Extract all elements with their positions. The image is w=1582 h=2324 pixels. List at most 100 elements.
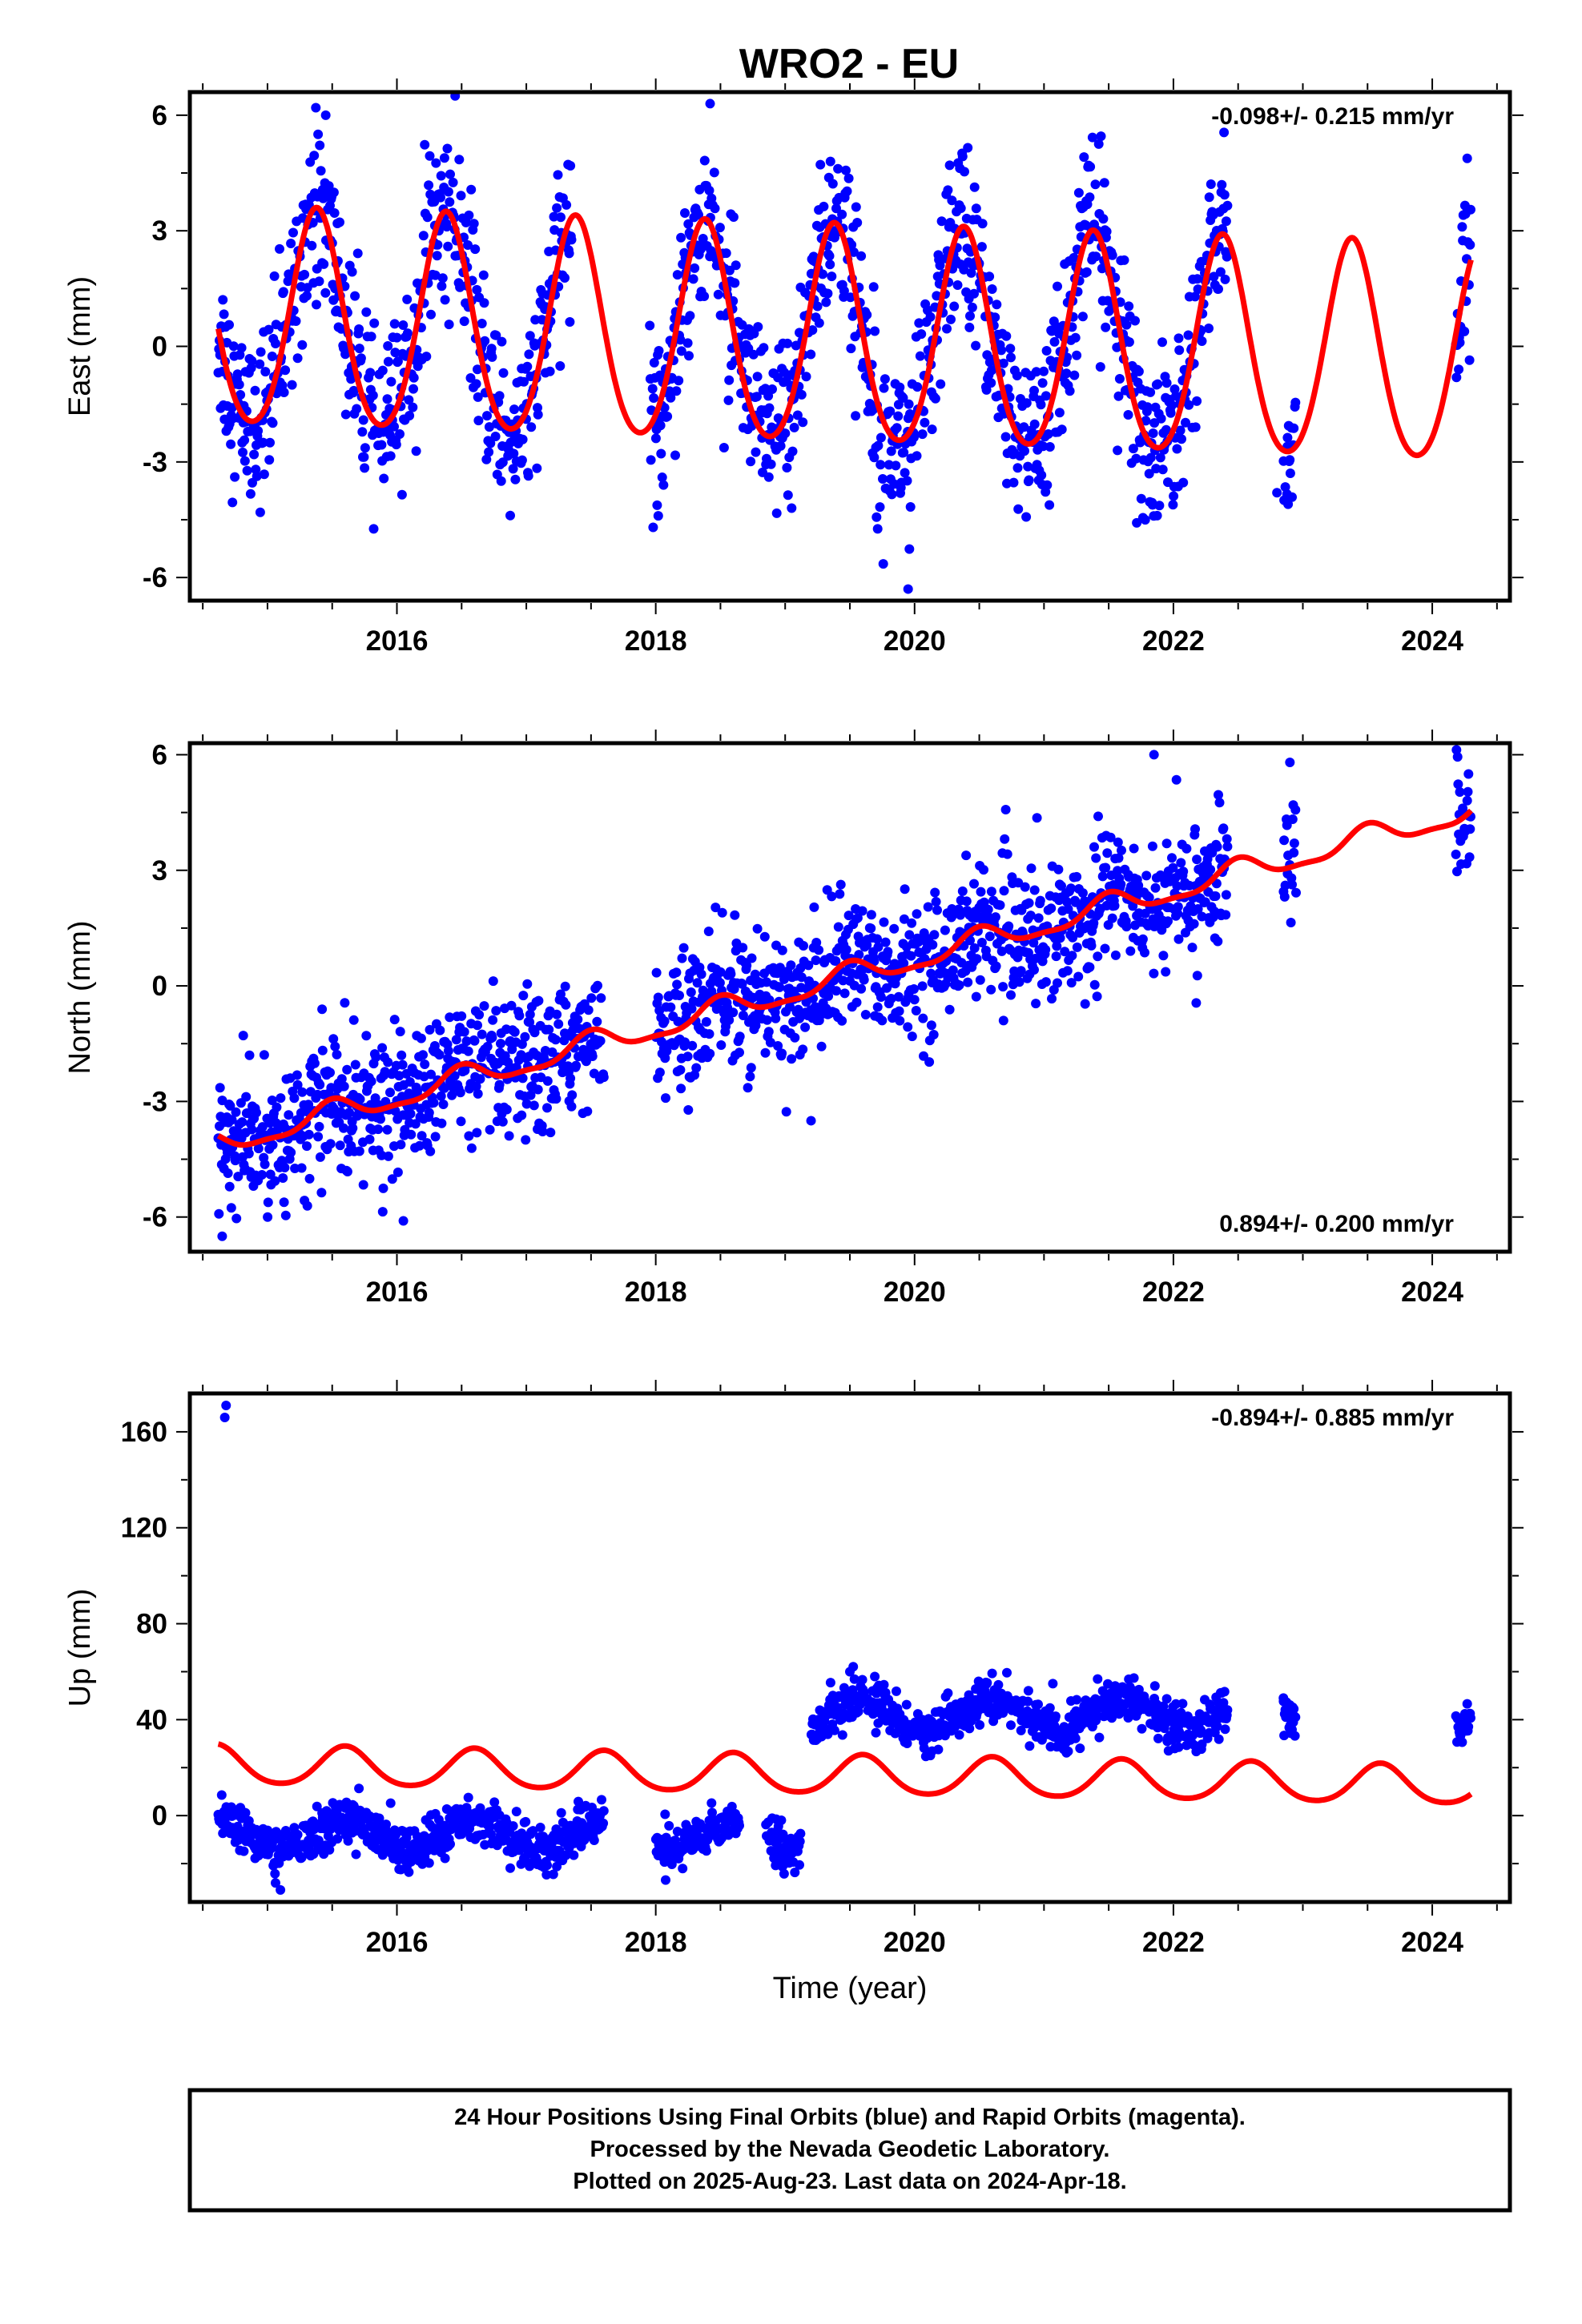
data-point — [803, 960, 814, 971]
data-point — [1113, 445, 1123, 456]
data-point — [880, 374, 890, 384]
data-point — [675, 1065, 686, 1075]
data-point — [342, 1167, 352, 1176]
data-point — [263, 1197, 273, 1208]
data-point — [479, 298, 489, 308]
data-point — [969, 182, 980, 192]
data-point — [275, 243, 284, 254]
data-point — [1060, 947, 1070, 957]
data-point — [556, 989, 566, 999]
data-point — [552, 1861, 562, 1872]
data-point — [480, 336, 490, 346]
data-point — [1282, 820, 1292, 830]
data-point — [728, 212, 739, 222]
model-fit-line — [216, 1741, 1473, 1806]
data-point — [1287, 814, 1298, 824]
data-point — [477, 319, 487, 328]
data-point — [1093, 139, 1104, 149]
data-point — [244, 1148, 254, 1159]
data-point — [535, 1823, 545, 1832]
data-point — [533, 409, 543, 420]
data-point — [1222, 842, 1233, 852]
data-point — [659, 1016, 670, 1027]
data-point — [350, 291, 360, 301]
data-point — [482, 1041, 493, 1051]
data-point — [1000, 834, 1010, 844]
data-point — [1181, 417, 1190, 428]
data-point — [932, 905, 942, 915]
data-point — [1045, 1703, 1055, 1713]
data-point — [234, 380, 244, 390]
data-point — [217, 1231, 227, 1241]
data-point — [469, 219, 479, 229]
data-point — [762, 1015, 772, 1025]
data-point — [798, 1044, 808, 1055]
data-point — [1279, 835, 1290, 846]
data-point — [312, 300, 321, 310]
data-point — [481, 454, 492, 464]
data-point — [1087, 132, 1097, 143]
data-point — [1061, 368, 1072, 379]
data-point — [421, 352, 432, 362]
data-point — [290, 1164, 300, 1173]
data-point — [355, 1094, 365, 1104]
data-point — [339, 1081, 349, 1092]
data-point — [956, 203, 966, 213]
data-point — [831, 203, 841, 214]
data-point — [461, 217, 471, 227]
data-point — [426, 1069, 436, 1080]
data-point — [1210, 891, 1221, 901]
data-point — [567, 1090, 578, 1100]
data-point — [214, 1208, 224, 1219]
data-point — [790, 1868, 800, 1878]
data-point — [1053, 281, 1062, 292]
data-point — [391, 440, 401, 450]
data-point — [1287, 1715, 1298, 1725]
data-point — [472, 1128, 482, 1138]
data-point — [242, 1108, 252, 1118]
data-point — [1066, 883, 1076, 894]
data-point — [1163, 916, 1173, 927]
data-point — [694, 210, 703, 220]
data-point — [350, 1059, 360, 1070]
data-point — [1123, 410, 1133, 420]
data-point — [352, 248, 363, 259]
data-point — [409, 372, 419, 383]
data-point — [253, 1144, 264, 1154]
data-point — [942, 324, 952, 334]
data-point — [304, 1100, 314, 1110]
data-point — [230, 472, 240, 482]
data-point — [969, 943, 980, 953]
x-tick-label: 2018 — [625, 1277, 687, 1308]
data-point — [1035, 895, 1045, 906]
data-point — [1008, 477, 1019, 488]
data-point — [967, 302, 977, 312]
data-point — [716, 1040, 727, 1050]
data-point — [1220, 274, 1230, 284]
data-point — [1085, 962, 1095, 972]
data-point — [485, 1821, 495, 1831]
data-point — [1278, 1693, 1289, 1703]
data-point — [1024, 898, 1034, 908]
x-tick-label: 2022 — [1142, 1927, 1205, 1958]
data-point — [987, 1668, 997, 1679]
data-points-east — [213, 92, 1475, 594]
data-point — [705, 1048, 715, 1059]
data-point — [271, 339, 280, 348]
data-point — [482, 411, 492, 421]
y-tick-label: 3 — [152, 855, 167, 887]
data-point — [1089, 979, 1100, 990]
data-point — [930, 393, 940, 404]
data-point — [425, 1146, 436, 1156]
data-point — [358, 1180, 368, 1190]
legend-footer: 24 Hour Positions Using Final Orbits (bl… — [187, 2088, 1512, 2213]
data-point — [1043, 429, 1053, 439]
data-point — [1057, 881, 1066, 891]
data-point — [677, 953, 687, 963]
data-point — [969, 288, 979, 299]
data-point — [265, 437, 275, 448]
data-point — [676, 1084, 686, 1094]
data-point — [800, 1022, 811, 1032]
data-point — [1047, 994, 1057, 1004]
data-point — [731, 260, 741, 271]
